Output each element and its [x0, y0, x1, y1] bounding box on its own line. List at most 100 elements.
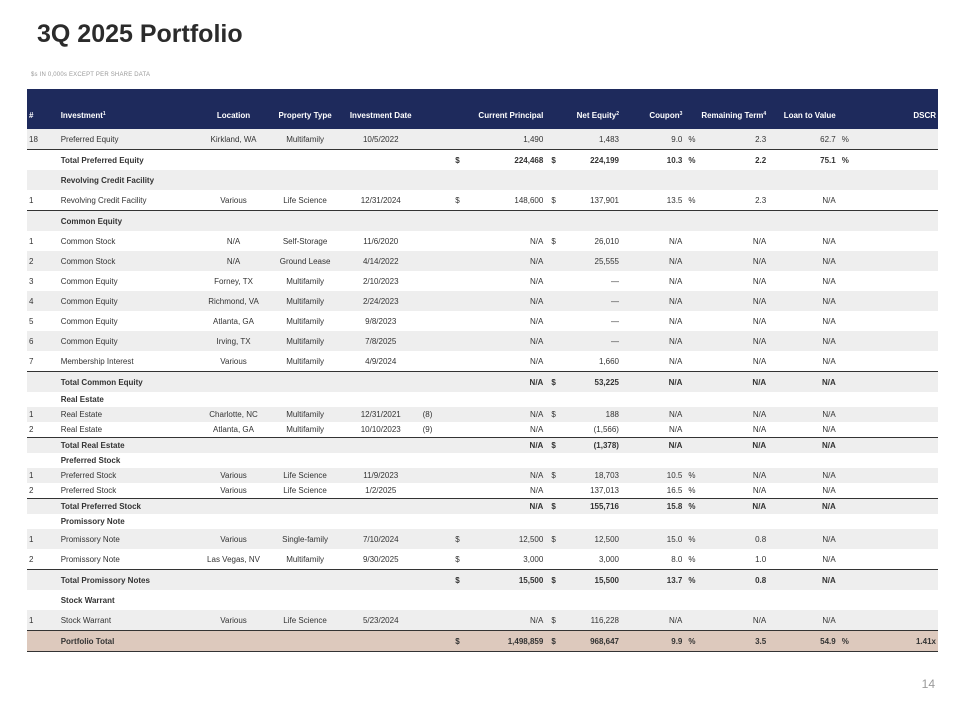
cell-investment: Real Estate: [60, 425, 103, 434]
cell-ltv-pct: [838, 190, 852, 211]
cell-note: (9): [422, 425, 433, 434]
cell-property-type: Multifamily: [286, 356, 324, 366]
cell-property-type: Multifamily: [286, 316, 324, 326]
cell-net-equity: 25,555: [559, 251, 621, 271]
col-header-dscr: DSCR: [913, 111, 936, 120]
cell-ltv: N/A: [768, 251, 838, 271]
cell-principal: N/A: [529, 425, 544, 434]
cell-ltv: N/A: [822, 425, 836, 434]
table-row: 1 Revolving Credit Facility Various Life Sc…: [27, 190, 938, 211]
cell-note: [420, 170, 450, 190]
cell-coupon-pct: %: [684, 498, 699, 514]
cell-principal: [473, 210, 546, 231]
cell-num: 18: [27, 129, 59, 150]
cell-investment: Revolving Credit Facility: [58, 170, 198, 190]
cell-cp-dollar: [449, 331, 474, 351]
cell-property-type: [269, 453, 341, 468]
cell-coupon-pct: %: [684, 468, 699, 483]
cell-note: [420, 149, 450, 170]
cell-date: [340, 149, 421, 170]
cell-investment: Promissory Note: [60, 554, 120, 564]
cell-coupon-pct: [684, 407, 699, 422]
cell-net-equity: —: [610, 316, 619, 326]
cell-ne-dollar: $: [551, 195, 556, 205]
cell-principal: N/A: [473, 468, 546, 483]
cell-principal: N/A: [473, 251, 546, 271]
cell-dscr: [852, 498, 938, 514]
cell-dscr: [852, 251, 938, 271]
cell-ltv-pct: [837, 498, 853, 514]
cell-dscr: [852, 407, 938, 422]
cell-term: N/A: [752, 316, 767, 326]
cell-location: [197, 630, 270, 652]
portfolio-table: # Investment1 Location Property Type Inv…: [27, 89, 938, 652]
cell-coupon: N/A: [620, 251, 685, 271]
cell-ne-dollar: [545, 514, 559, 529]
cell-note: [420, 371, 450, 392]
cell-cp-dollar: [449, 170, 474, 190]
cell-principal: N/A: [529, 356, 544, 366]
cell-note: [420, 331, 450, 351]
table-row: 3 Common Equity Forney, TX Multifamily 2/10/…: [27, 271, 938, 291]
cell-dscr: [852, 271, 938, 291]
cell-ne-dollar: [545, 311, 559, 331]
cell-location: Irving, TX: [197, 331, 270, 351]
cell-location: [197, 437, 270, 453]
cell-investment: Promissory Note: [60, 517, 125, 526]
cell-location: [197, 569, 270, 590]
cell-ltv: N/A: [822, 554, 836, 564]
cell-location: Atlanta, GA: [213, 316, 254, 326]
cell-note: [421, 392, 450, 407]
cell-dscr: [852, 170, 938, 190]
cell-net-equity: —: [559, 331, 621, 351]
cell-ltv-pct: %: [837, 129, 853, 150]
cell-date: 10/10/2023: [360, 425, 401, 434]
cell-principal: [474, 392, 546, 407]
cell-term: N/A: [698, 291, 769, 311]
cell-term: [698, 210, 769, 231]
cell-property-type: Life Science: [283, 195, 327, 205]
table-row: Real Estate: [27, 392, 938, 407]
cell-location: Richmond, VA: [197, 291, 270, 311]
cell-location: Various: [220, 486, 247, 495]
cell-coupon: [621, 590, 684, 610]
cell-property-type: Self-Storage: [282, 236, 328, 246]
col-header-loan-to-value: Loan to Value: [783, 111, 836, 120]
cell-num: [27, 210, 59, 231]
cell-num: [27, 392, 59, 407]
cell-cp-dollar: [449, 514, 474, 529]
cell-coupon-pct: [684, 437, 699, 453]
cell-investment: Common Equity: [58, 331, 198, 351]
cell-investment: Total Real Estate: [58, 437, 198, 453]
cell-ltv: N/A: [822, 486, 836, 495]
table-header-row: # Investment1 Location Property Type Inv…: [27, 89, 938, 129]
cell-coupon: N/A: [669, 276, 683, 286]
cell-dscr: [852, 311, 938, 331]
cell-note: [421, 271, 450, 291]
cell-net-equity: 1,660: [598, 356, 619, 366]
cell-investment: Common Equity: [60, 316, 118, 326]
cell-ltv: N/A: [822, 356, 836, 366]
cell-location: [197, 149, 270, 170]
cell-property-type: Multifamily: [269, 291, 341, 311]
cell-location: [198, 590, 270, 610]
cell-ne-dollar: $: [545, 371, 560, 392]
cell-num: [27, 590, 59, 610]
cell-net-equity: 12,500: [559, 529, 621, 549]
cell-term: N/A: [752, 276, 767, 286]
cell-cp-dollar: [449, 392, 474, 407]
cell-net-equity: 188: [559, 407, 621, 422]
cell-coupon: N/A: [620, 371, 685, 392]
cell-date: 10/5/2022: [340, 129, 421, 150]
cell-num: [27, 498, 59, 514]
cell-term: N/A: [698, 498, 769, 514]
cell-cp-dollar: [449, 453, 474, 468]
cell-ltv-pct: [838, 351, 852, 372]
cell-date: 11/9/2023: [340, 468, 421, 483]
cell-ltv: [768, 392, 838, 407]
cell-investment: Revolving Credit Facility: [60, 195, 147, 205]
cell-ltv-pct: [838, 549, 852, 570]
cell-coupon: N/A: [620, 291, 685, 311]
cell-note: [421, 453, 450, 468]
table-row: Revolving Credit Facility: [27, 170, 938, 190]
